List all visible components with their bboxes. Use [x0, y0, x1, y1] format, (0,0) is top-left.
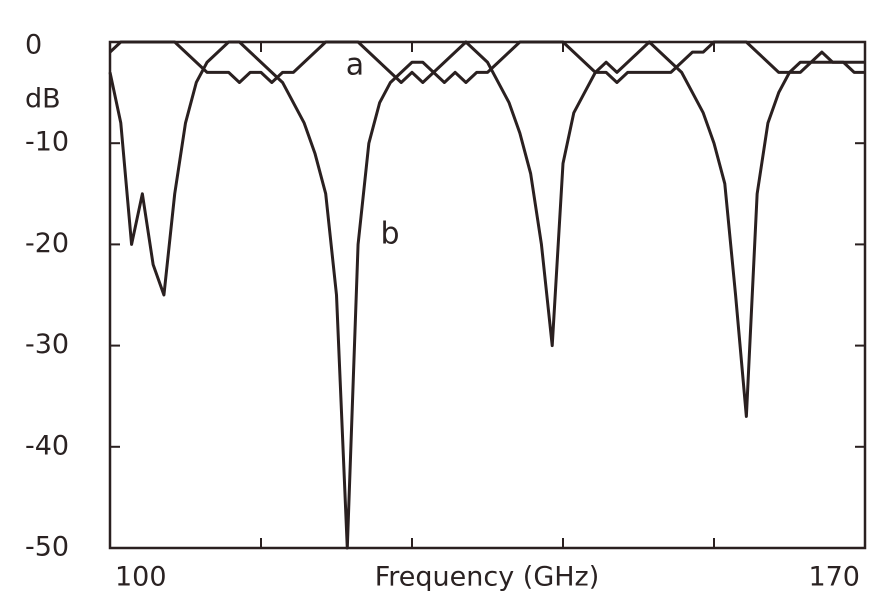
x-tick-label: 170 — [808, 562, 860, 593]
x-axis-label: Frequency (GHz) — [375, 562, 600, 593]
y-tick-label: -20 — [25, 228, 69, 259]
curve-label: a — [346, 48, 364, 83]
series-line — [108, 40, 865, 550]
curve-label: b — [380, 217, 399, 252]
y-tick-label: -40 — [25, 430, 69, 461]
y-axis-label: dB — [25, 84, 61, 115]
y-tick-label: -10 — [25, 127, 69, 158]
y-tick-label: 0 — [25, 30, 42, 61]
y-tick-label: -50 — [25, 532, 69, 563]
series-line — [108, 40, 865, 84]
x-tick-label: 100 — [115, 562, 167, 593]
y-tick-label: -30 — [25, 329, 69, 360]
plot-frame — [108, 40, 867, 550]
